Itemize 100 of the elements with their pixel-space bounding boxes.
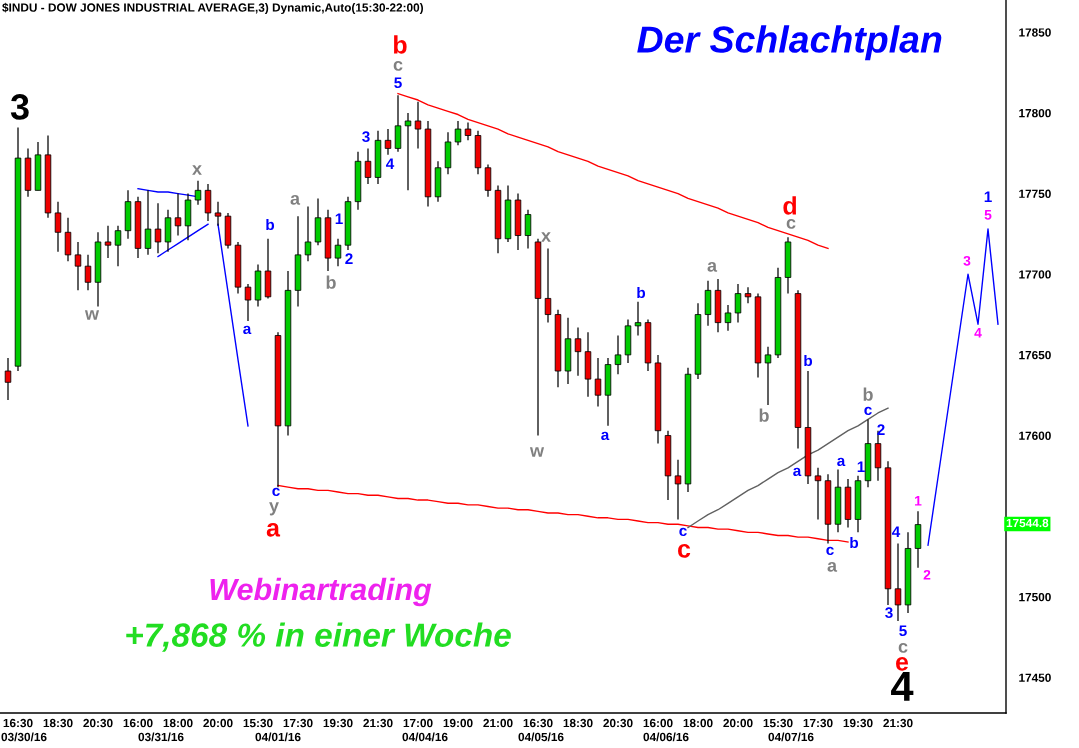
annotation: a <box>837 457 846 467</box>
annotation: y <box>269 502 279 516</box>
candlestick <box>894 542 902 622</box>
text: 04/05/16 <box>518 732 564 742</box>
annotation: c <box>272 487 280 497</box>
annotation: 3 <box>362 131 370 143</box>
x-tick-label: 18:30 <box>563 718 593 728</box>
candlestick <box>404 112 412 191</box>
candlestick <box>194 180 202 206</box>
annotation: c <box>679 527 687 537</box>
candlestick <box>674 459 682 521</box>
annotation: x <box>541 232 551 242</box>
candlestick <box>214 201 222 227</box>
annotation: 3 <box>885 607 893 619</box>
y-tick-label: 17500 <box>1019 592 1051 602</box>
candlestick <box>594 357 602 408</box>
candlestick <box>154 202 162 254</box>
candlestick <box>244 283 252 322</box>
annotation: 1 <box>335 213 343 224</box>
x-tick-label: 19:00 <box>443 718 473 728</box>
annotation: a <box>266 523 281 537</box>
candlestick <box>914 510 922 569</box>
candlestick <box>454 120 462 146</box>
annotation: b <box>863 387 873 401</box>
candlestick <box>394 94 402 153</box>
annotation: a <box>601 431 610 441</box>
annotation: a <box>290 194 301 205</box>
candlestick <box>744 286 752 304</box>
annotation: x <box>192 165 202 175</box>
annotation: c <box>898 642 908 653</box>
x-tick-label: 21:00 <box>483 718 513 728</box>
line-series <box>687 407 889 529</box>
annotation: 1 <box>857 461 865 472</box>
x-tick-label: 21:30 <box>363 718 393 728</box>
y-tick-label: 17600 <box>1019 431 1051 440</box>
text: 03/31/16 <box>138 732 184 742</box>
x-tick-label: 16:30 <box>523 718 553 728</box>
annotation: c <box>826 546 834 556</box>
annotation: 3 <box>963 255 971 266</box>
candlestick <box>144 189 152 256</box>
chart-title: $INDU - DOW JONES INDUSTRIAL AVERAGE,3) Dynamic,Auto(15:30-22:00) <box>2 2 424 15</box>
text: 03/30/16 <box>1 732 47 742</box>
x-tick-label: 20:00 <box>723 718 753 728</box>
candlestick <box>614 334 622 375</box>
annotation: b <box>394 35 407 54</box>
text: 04/06/16 <box>643 732 689 742</box>
x-tick-label: 15:30 <box>763 718 793 728</box>
y-tick-label: 17450 <box>1019 673 1051 682</box>
x-tick-label: 17:30 <box>283 718 313 728</box>
annotation: 2 <box>923 569 931 580</box>
candlestick <box>724 304 732 332</box>
text: 04/01/16 <box>255 732 301 742</box>
candlestick <box>814 467 822 521</box>
annotation: a <box>827 561 838 572</box>
line-series <box>927 228 999 546</box>
x-tick-label: 17:30 <box>803 718 833 728</box>
text: 17544.8 <box>1006 518 1049 528</box>
annotation: a <box>707 261 718 272</box>
annotation: w <box>529 447 545 457</box>
x-tick-label: 19:30 <box>323 718 353 728</box>
annotation: b <box>266 218 275 231</box>
annotation: 1 <box>984 191 992 202</box>
x-tick-label: 16:00 <box>643 718 673 728</box>
candlestick <box>484 163 492 198</box>
annotation: 2 <box>345 253 353 264</box>
candlestick <box>64 217 72 262</box>
annotation: d <box>783 196 796 215</box>
annotation: 2 <box>877 424 885 435</box>
text: Der Schlachtplan <box>637 25 942 61</box>
candlestick <box>304 205 312 262</box>
text: 04/07/16 <box>768 732 814 742</box>
annotation: 3 <box>10 94 29 120</box>
line-series <box>157 223 209 258</box>
y-tick-label: 17700 <box>1019 270 1051 279</box>
annotation: c <box>786 218 796 229</box>
annotation: +7,868 % in einer Woche <box>126 622 511 652</box>
candlestick <box>334 238 342 267</box>
candlestick <box>54 201 62 253</box>
annotation: a <box>793 467 802 477</box>
candlestick <box>414 101 422 150</box>
annotation: b <box>637 286 646 299</box>
line-series <box>397 92 829 250</box>
annotation: c <box>678 544 691 558</box>
candlestick <box>74 241 82 291</box>
x-tick-label: 17:00 <box>403 718 433 728</box>
annotation: 5 <box>899 625 907 637</box>
candlestick <box>544 247 552 324</box>
candlestick <box>764 346 772 406</box>
candlestick <box>174 192 182 237</box>
annotation: b <box>804 354 813 367</box>
text: 04/04/16 <box>402 732 448 742</box>
annotation: 4 <box>891 526 901 537</box>
annotation: 4 <box>891 672 914 701</box>
x-tick-label: 20:30 <box>603 718 633 728</box>
annotation: c <box>864 406 872 416</box>
x-tick-label: 15:30 <box>243 718 273 728</box>
x-tick-label: 21:30 <box>883 718 913 728</box>
candlestick <box>114 225 122 267</box>
y-tick-label: 17800 <box>1019 108 1051 118</box>
y-tick-label: 17850 <box>1019 28 1051 37</box>
